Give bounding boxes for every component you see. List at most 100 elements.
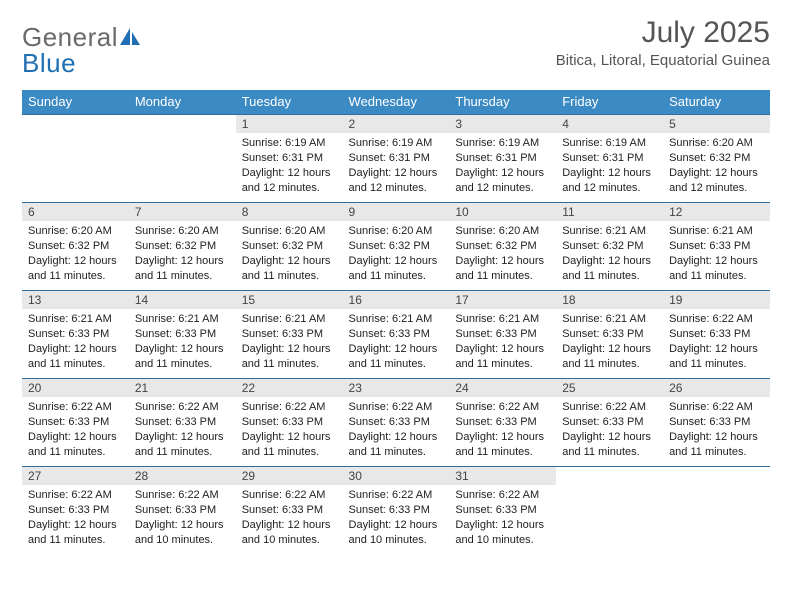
sunrise-value: 6:20 AM (712, 137, 752, 149)
day-number: 2 (343, 115, 450, 133)
sunset-value: 6:33 PM (709, 328, 750, 340)
calendar-day-cell: 16Sunrise: 6:21 AMSunset: 6:33 PMDayligh… (343, 291, 450, 379)
sunset-label: Sunset: (455, 152, 495, 164)
daylight-label: Daylight: (455, 343, 501, 355)
sunrise-label: Sunrise: (349, 401, 392, 413)
day-details: Sunrise: 6:20 AMSunset: 6:32 PMDaylight:… (449, 221, 556, 287)
day-details: Sunrise: 6:19 AMSunset: 6:31 PMDaylight:… (343, 133, 450, 199)
day-number: 1 (236, 115, 343, 133)
calendar-day-cell: 19Sunrise: 6:22 AMSunset: 6:33 PMDayligh… (663, 291, 770, 379)
sunrise-value: 6:22 AM (392, 489, 432, 501)
sunrise-label: Sunrise: (669, 313, 712, 325)
sunrise-value: 6:22 AM (71, 489, 111, 501)
day-number: 28 (129, 467, 236, 485)
day-number: 9 (343, 203, 450, 221)
sunset-value: 6:33 PM (389, 416, 430, 428)
sail-icon (120, 28, 142, 46)
sunrise-value: 6:22 AM (178, 489, 218, 501)
sunset-value: 6:33 PM (496, 416, 537, 428)
sunset-label: Sunset: (455, 240, 495, 252)
daylight-label: Daylight: (669, 167, 715, 179)
day-details: Sunrise: 6:21 AMSunset: 6:33 PMDaylight:… (129, 309, 236, 375)
sunrise-value: 6:19 AM (606, 137, 646, 149)
calendar-day-cell: 1Sunrise: 6:19 AMSunset: 6:31 PMDaylight… (236, 115, 343, 203)
sunset-label: Sunset: (242, 504, 282, 516)
sunrise-label: Sunrise: (135, 489, 178, 501)
daylight-label: Daylight: (455, 255, 501, 267)
sunset-label: Sunset: (669, 152, 709, 164)
sunset-label: Sunset: (349, 416, 389, 428)
sunset-value: 6:32 PM (389, 240, 430, 252)
calendar-day-cell: 9Sunrise: 6:20 AMSunset: 6:32 PMDaylight… (343, 203, 450, 291)
sunset-value: 6:33 PM (389, 504, 430, 516)
sunrise-value: 6:21 AM (285, 313, 325, 325)
weekday-header: Friday (556, 90, 663, 115)
daylight-label: Daylight: (135, 431, 181, 443)
sunset-value: 6:33 PM (68, 416, 109, 428)
calendar-day-cell: .. (129, 115, 236, 203)
daylight-label: Daylight: (669, 431, 715, 443)
calendar-week-row: ....1Sunrise: 6:19 AMSunset: 6:31 PMDayl… (22, 115, 770, 203)
title-block: July 2025 Bitica, Litoral, Equatorial Gu… (556, 18, 770, 69)
sunset-value: 6:31 PM (282, 152, 323, 164)
day-number: 30 (343, 467, 450, 485)
calendar-day-cell: 14Sunrise: 6:21 AMSunset: 6:33 PMDayligh… (129, 291, 236, 379)
sunrise-label: Sunrise: (669, 225, 712, 237)
calendar-day-cell: 26Sunrise: 6:22 AMSunset: 6:33 PMDayligh… (663, 379, 770, 467)
calendar-day-cell: 29Sunrise: 6:22 AMSunset: 6:33 PMDayligh… (236, 467, 343, 555)
sunrise-label: Sunrise: (135, 313, 178, 325)
calendar-day-cell: 17Sunrise: 6:21 AMSunset: 6:33 PMDayligh… (449, 291, 556, 379)
sunset-label: Sunset: (455, 416, 495, 428)
daylight-label: Daylight: (455, 519, 501, 531)
calendar-week-row: 13Sunrise: 6:21 AMSunset: 6:33 PMDayligh… (22, 291, 770, 379)
daylight-label: Daylight: (349, 519, 395, 531)
daylight-label: Daylight: (135, 255, 181, 267)
sunset-label: Sunset: (135, 240, 175, 252)
calendar-week-row: 6Sunrise: 6:20 AMSunset: 6:32 PMDaylight… (22, 203, 770, 291)
day-number: 26 (663, 379, 770, 397)
calendar-day-cell: 3Sunrise: 6:19 AMSunset: 6:31 PMDaylight… (449, 115, 556, 203)
day-details: Sunrise: 6:20 AMSunset: 6:32 PMDaylight:… (129, 221, 236, 287)
logo: General Blue (22, 24, 142, 76)
calendar-day-cell: 18Sunrise: 6:21 AMSunset: 6:33 PMDayligh… (556, 291, 663, 379)
sunset-value: 6:33 PM (603, 416, 644, 428)
day-number: 21 (129, 379, 236, 397)
day-details: Sunrise: 6:22 AMSunset: 6:33 PMDaylight:… (236, 397, 343, 463)
day-number: 4 (556, 115, 663, 133)
sunset-value: 6:33 PM (709, 240, 750, 252)
daylight-label: Daylight: (455, 431, 501, 443)
sunrise-value: 6:22 AM (285, 489, 325, 501)
weekday-header: Sunday (22, 90, 129, 115)
calendar-day-cell: 15Sunrise: 6:21 AMSunset: 6:33 PMDayligh… (236, 291, 343, 379)
calendar-day-cell: 20Sunrise: 6:22 AMSunset: 6:33 PMDayligh… (22, 379, 129, 467)
day-details: Sunrise: 6:22 AMSunset: 6:33 PMDaylight:… (343, 485, 450, 551)
logo-word-b: Blue (22, 48, 76, 78)
sunrise-label: Sunrise: (242, 225, 285, 237)
daylight-label: Daylight: (242, 519, 288, 531)
location-subtitle: Bitica, Litoral, Equatorial Guinea (556, 52, 770, 69)
sunset-value: 6:32 PM (603, 240, 644, 252)
sunset-value: 6:33 PM (496, 504, 537, 516)
daylight-label: Daylight: (349, 255, 395, 267)
day-number: 20 (22, 379, 129, 397)
sunset-value: 6:33 PM (603, 328, 644, 340)
daylight-label: Daylight: (455, 167, 501, 179)
sunrise-label: Sunrise: (28, 313, 71, 325)
day-number: 14 (129, 291, 236, 309)
sunrise-value: 6:21 AM (606, 225, 646, 237)
sunrise-label: Sunrise: (455, 313, 498, 325)
sunset-value: 6:32 PM (709, 152, 750, 164)
sunrise-label: Sunrise: (455, 401, 498, 413)
day-number: 18 (556, 291, 663, 309)
calendar-day-cell: 21Sunrise: 6:22 AMSunset: 6:33 PMDayligh… (129, 379, 236, 467)
sunrise-label: Sunrise: (242, 489, 285, 501)
weekday-header: Tuesday (236, 90, 343, 115)
sunrise-value: 6:22 AM (71, 401, 111, 413)
sunset-label: Sunset: (135, 328, 175, 340)
logo-text: General Blue (22, 24, 142, 76)
calendar-day-cell: 2Sunrise: 6:19 AMSunset: 6:31 PMDaylight… (343, 115, 450, 203)
sunrise-label: Sunrise: (562, 225, 605, 237)
sunset-label: Sunset: (242, 240, 282, 252)
day-details: Sunrise: 6:21 AMSunset: 6:33 PMDaylight:… (343, 309, 450, 375)
sunset-label: Sunset: (562, 416, 602, 428)
